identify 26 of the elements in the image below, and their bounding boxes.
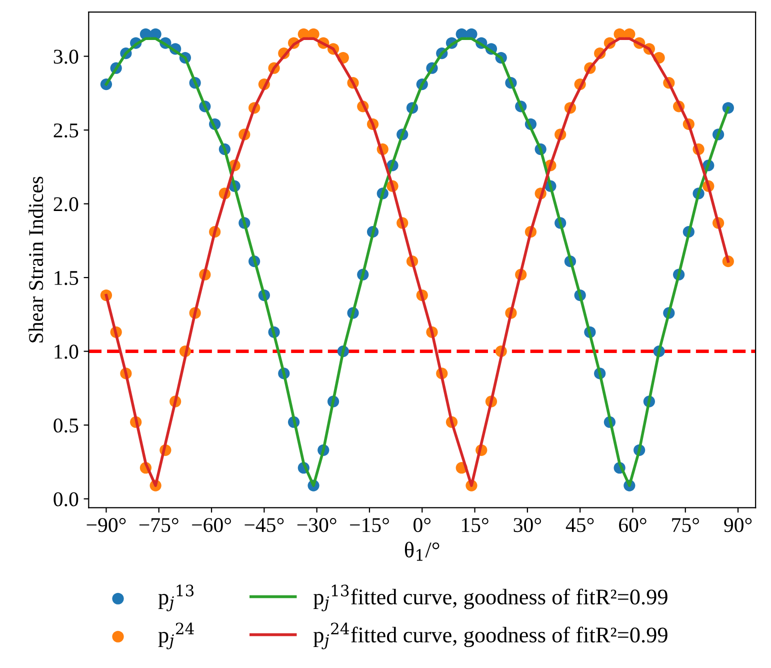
x-axis-title: θ$_{1}$/° (404, 542, 440, 561)
y-tick-label: 1.0 (54, 344, 78, 359)
x-tick-label: −90° (86, 518, 126, 532)
y-tick-label: 2.0 (54, 197, 78, 212)
legend-label: p$_{j}$$^{13}$ (158, 584, 194, 612)
x-tick-label: −75° (139, 518, 178, 532)
x-tick-label: −60° (192, 518, 231, 532)
x-tick-label: 75° (672, 518, 699, 532)
legend-label: p$_{j}$$^{24}$fitted curve, goodness of fitR²=0.99 (313, 622, 668, 650)
y-tick-label: 0.5 (54, 418, 78, 433)
x-tick-label: 15° (462, 518, 488, 532)
x-tick-label: 90° (724, 518, 752, 532)
x-tick-label: 0° (414, 518, 430, 532)
y-tick-label: 2.5 (54, 123, 78, 138)
x-tick-label: 60° (619, 518, 646, 532)
x-tick-label: −45° (244, 518, 284, 532)
x-tick-label: 30° (514, 518, 541, 532)
legend-label: p$_{j}$$^{13}$fitted curve, goodness of fitR²=0.99 (313, 584, 668, 612)
y-tick-label: 1.5 (54, 271, 78, 286)
x-tick-label: 45° (566, 518, 594, 532)
y-tick-label: 0.0 (54, 492, 78, 506)
x-tick-label: −15° (350, 518, 389, 532)
y-axis-title: Shear Strain Indices (28, 176, 44, 342)
legend-label: p$_{j}$$^{24}$ (158, 622, 194, 650)
y-tick-label: 3.0 (54, 50, 78, 64)
x-tick-label: −30° (297, 518, 336, 532)
